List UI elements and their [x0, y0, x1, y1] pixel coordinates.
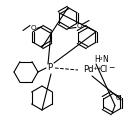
Text: N: N: [102, 55, 108, 64]
Text: ++: ++: [92, 66, 102, 70]
Text: ₂: ₂: [100, 56, 102, 61]
Text: P: P: [47, 64, 53, 72]
Text: Cl: Cl: [100, 66, 108, 75]
Text: O: O: [30, 24, 36, 30]
Text: O: O: [76, 22, 82, 29]
Text: −: −: [108, 64, 114, 72]
Text: H: H: [94, 55, 100, 64]
Text: Pd: Pd: [83, 66, 93, 75]
Text: C: C: [116, 95, 120, 101]
